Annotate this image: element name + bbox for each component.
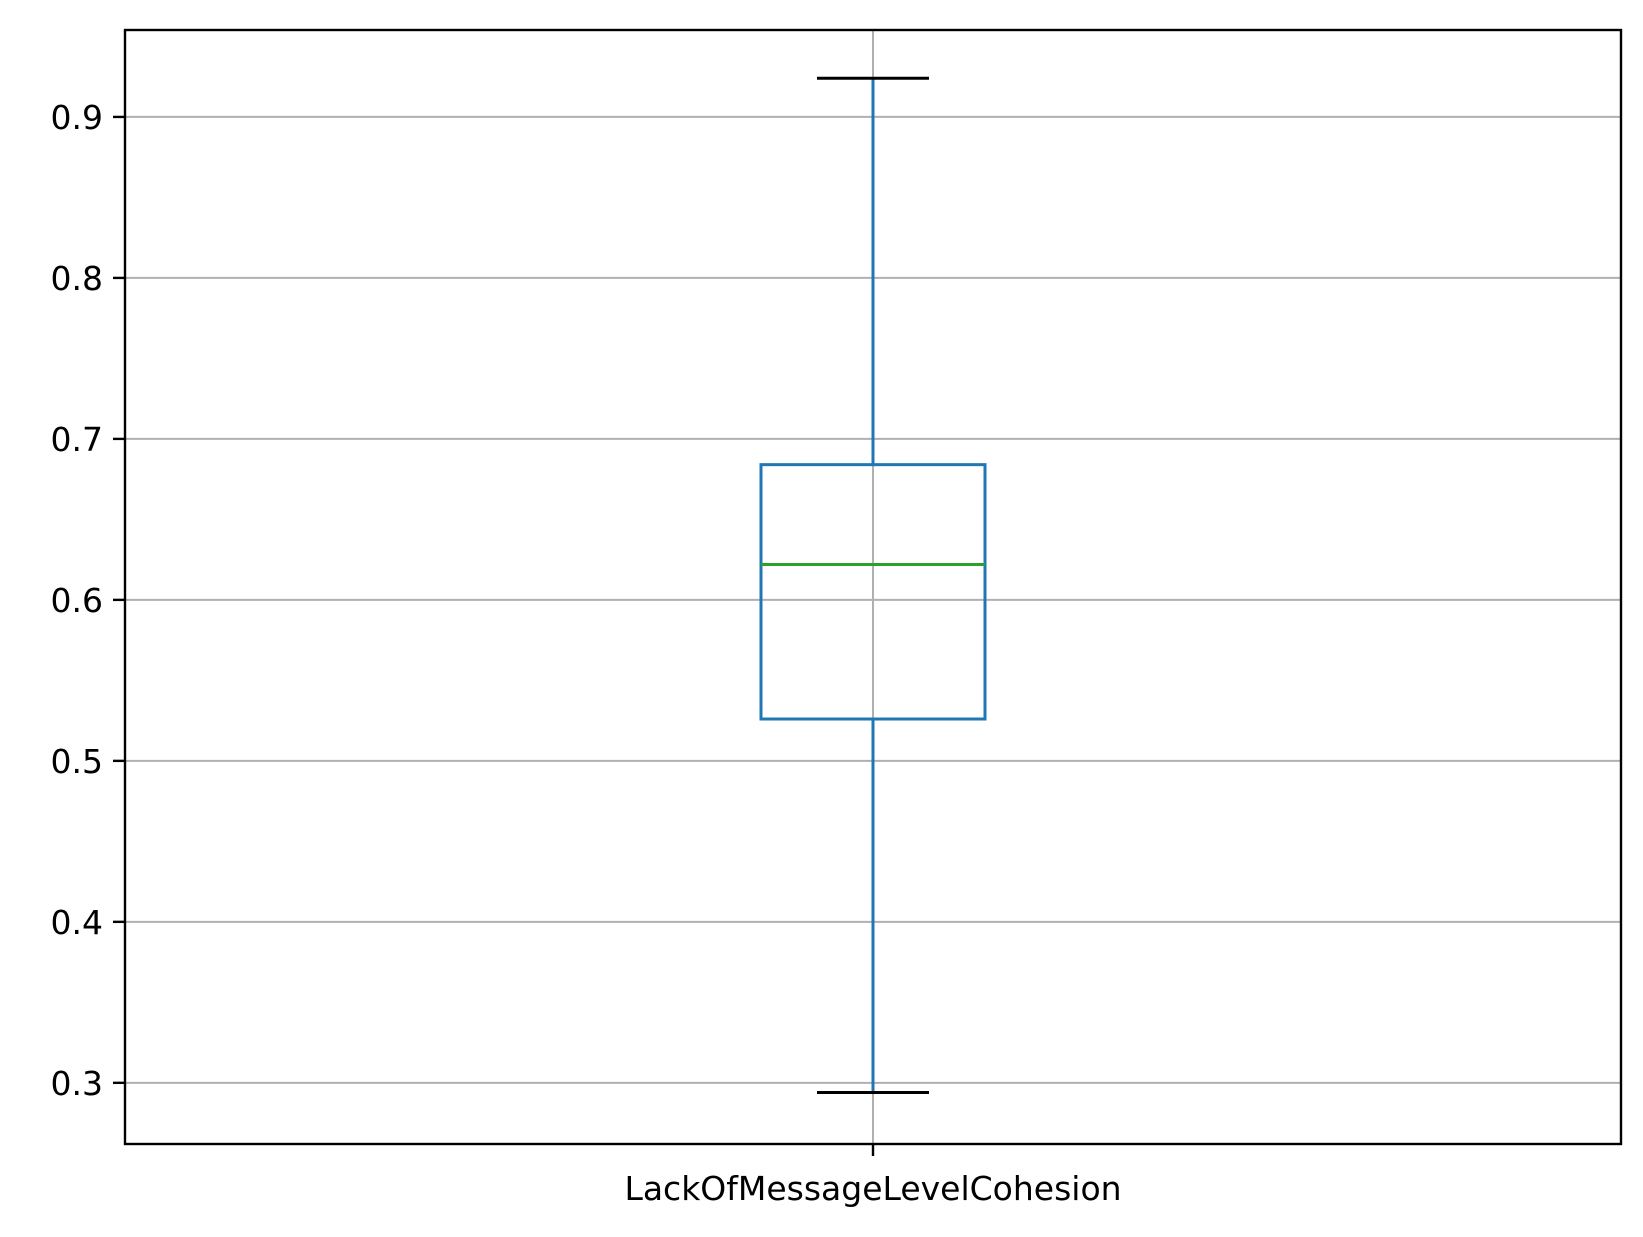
y-tick-label: 0.6 <box>51 581 103 620</box>
axes <box>113 28 1623 1156</box>
y-tick-label: 0.8 <box>51 259 103 298</box>
y-tick-label: 0.7 <box>51 420 103 459</box>
y-tick-label: 0.5 <box>51 742 103 781</box>
box-elements <box>759 76 987 1094</box>
y-tick-label: 0.3 <box>51 1064 103 1103</box>
tick-labels: 0.3 0.4 0.5 0.6 0.7 0.8 0.9 LackOfMessageLevelC… <box>51 98 1122 1208</box>
y-tick-label: 0.9 <box>51 98 103 137</box>
y-tick-label: 0.4 <box>51 903 103 942</box>
box-iqr <box>759 463 987 721</box>
x-tick-label: LackOfMessageLevelCohesion <box>624 1169 1121 1208</box>
